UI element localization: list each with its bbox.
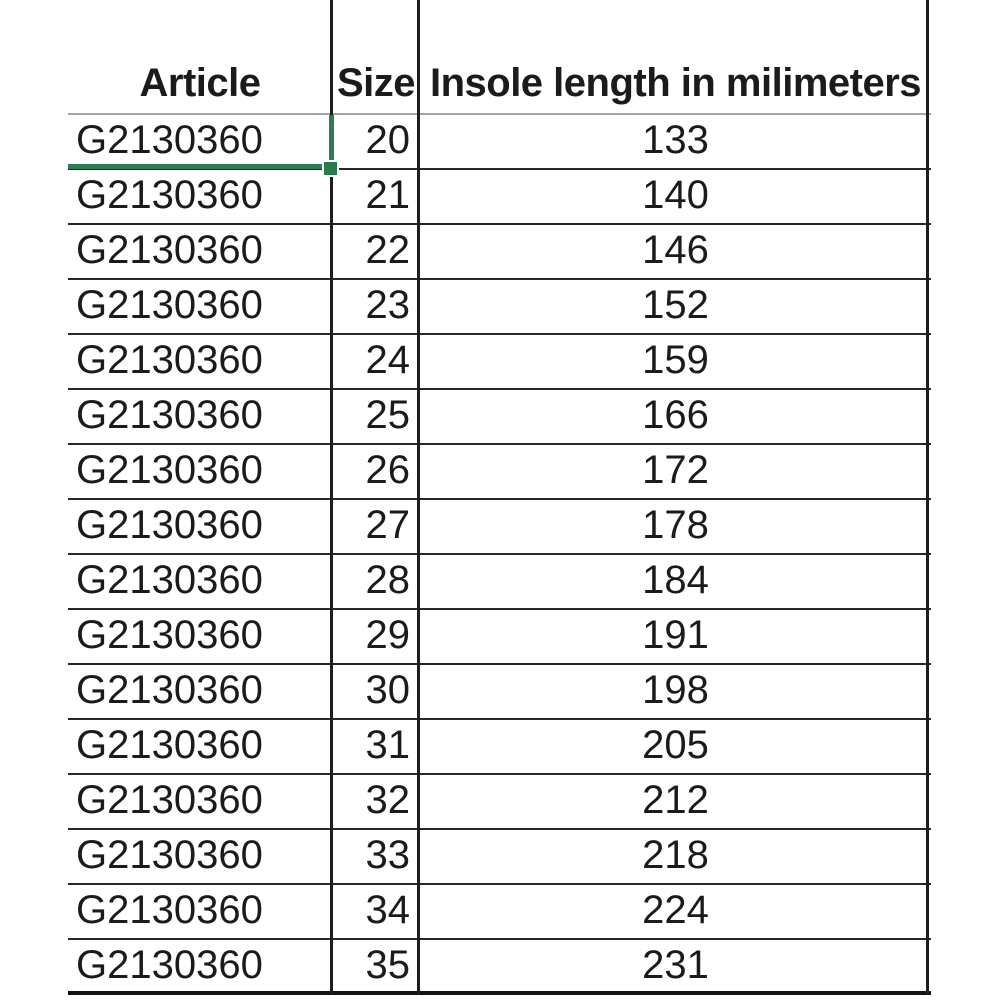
cell-insole[interactable]: 146 [642, 228, 709, 272]
cell-article[interactable]: G2130360 [76, 503, 263, 547]
cell-article[interactable]: G2130360 [76, 833, 263, 877]
cell-size[interactable]: 33 [365, 833, 411, 877]
cell-insole[interactable]: 159 [642, 338, 709, 382]
table-row: G2130360 26 172 [68, 445, 931, 500]
cell-insole[interactable]: 191 [642, 613, 709, 657]
cell-article[interactable]: G2130360 [76, 448, 263, 492]
cell-size[interactable]: 31 [365, 723, 411, 767]
selection-fill-handle[interactable] [322, 160, 339, 177]
cell-size[interactable]: 26 [365, 448, 411, 492]
cell-insole[interactable]: 133 [642, 118, 709, 162]
table-right-border [926, 0, 929, 995]
cell-size[interactable]: 27 [365, 503, 411, 547]
cell-insole[interactable]: 178 [642, 503, 709, 547]
cell-insole[interactable]: 212 [642, 778, 709, 822]
table-row: G2130360 24 159 [68, 335, 931, 390]
cell-article[interactable]: G2130360 [76, 668, 263, 712]
table-row: G2130360 31 205 [68, 720, 931, 775]
cell-size[interactable]: 23 [365, 283, 411, 327]
cell-size[interactable]: 30 [365, 668, 411, 712]
cell-size[interactable]: 25 [365, 393, 411, 437]
cell-article[interactable]: G2130360 [76, 173, 263, 217]
cell-insole[interactable]: 198 [642, 668, 709, 712]
header-underline [68, 113, 931, 115]
cell-article[interactable]: G2130360 [76, 778, 263, 822]
table-row: G2130360 29 191 [68, 610, 931, 665]
cell-insole[interactable]: 218 [642, 833, 709, 877]
table-row: G2130360 33 218 [68, 830, 931, 885]
selection-border-bottom [68, 164, 324, 169]
cell-article[interactable]: G2130360 [76, 613, 263, 657]
header-cell-size[interactable]: Size [336, 61, 416, 105]
cell-size[interactable]: 21 [365, 173, 411, 217]
cell-size[interactable]: 34 [365, 888, 411, 932]
cell-insole[interactable]: 152 [642, 283, 709, 327]
table-row: G2130360 22 146 [68, 225, 931, 280]
header-cell-insole[interactable]: Insole length in milimeters [429, 61, 922, 105]
cell-size[interactable]: 22 [365, 228, 411, 272]
cell-insole[interactable]: 184 [642, 558, 709, 602]
header-row: Article Size Insole length in milimeters [68, 0, 931, 113]
cell-article[interactable]: G2130360 [76, 393, 263, 437]
cell-size[interactable]: 28 [365, 558, 411, 602]
table-row: G2130360 20 133 [68, 115, 931, 170]
table-row: G2130360 21 140 [68, 170, 931, 225]
cell-article[interactable]: G2130360 [76, 888, 263, 932]
table-row: G2130360 28 184 [68, 555, 931, 610]
cell-size[interactable]: 29 [365, 613, 411, 657]
cell-article[interactable]: G2130360 [76, 723, 263, 767]
cell-insole[interactable]: 224 [642, 888, 709, 932]
selection-border-right [329, 115, 334, 161]
cell-size[interactable]: 32 [365, 778, 411, 822]
cell-article[interactable]: G2130360 [76, 118, 263, 162]
gridline-article-size [330, 0, 333, 995]
header-cell-article[interactable]: Article [139, 61, 262, 105]
table-body: G2130360 20 133 G2130360 21 140 G2130360… [68, 115, 931, 995]
table-row: G2130360 35 231 [68, 940, 931, 995]
table-row: G2130360 32 212 [68, 775, 931, 830]
table-row: G2130360 30 198 [68, 665, 931, 720]
cell-insole[interactable]: 231 [642, 943, 709, 987]
cell-insole[interactable]: 172 [642, 448, 709, 492]
cell-size[interactable]: 35 [365, 943, 411, 987]
cell-insole[interactable]: 140 [642, 173, 709, 217]
table-row: G2130360 34 224 [68, 885, 931, 940]
cell-article[interactable]: G2130360 [76, 283, 263, 327]
cell-size[interactable]: 20 [365, 118, 411, 162]
cell-article[interactable]: G2130360 [76, 338, 263, 382]
table-row: G2130360 27 178 [68, 500, 931, 555]
cell-article[interactable]: G2130360 [76, 558, 263, 602]
table-row: G2130360 25 166 [68, 390, 931, 445]
cell-insole[interactable]: 205 [642, 723, 709, 767]
gridline-size-insole [417, 0, 420, 995]
cell-size[interactable]: 24 [365, 338, 411, 382]
table-row: G2130360 23 152 [68, 280, 931, 335]
cell-article[interactable]: G2130360 [76, 943, 263, 987]
cell-insole[interactable]: 166 [642, 393, 709, 437]
cell-article[interactable]: G2130360 [76, 228, 263, 272]
